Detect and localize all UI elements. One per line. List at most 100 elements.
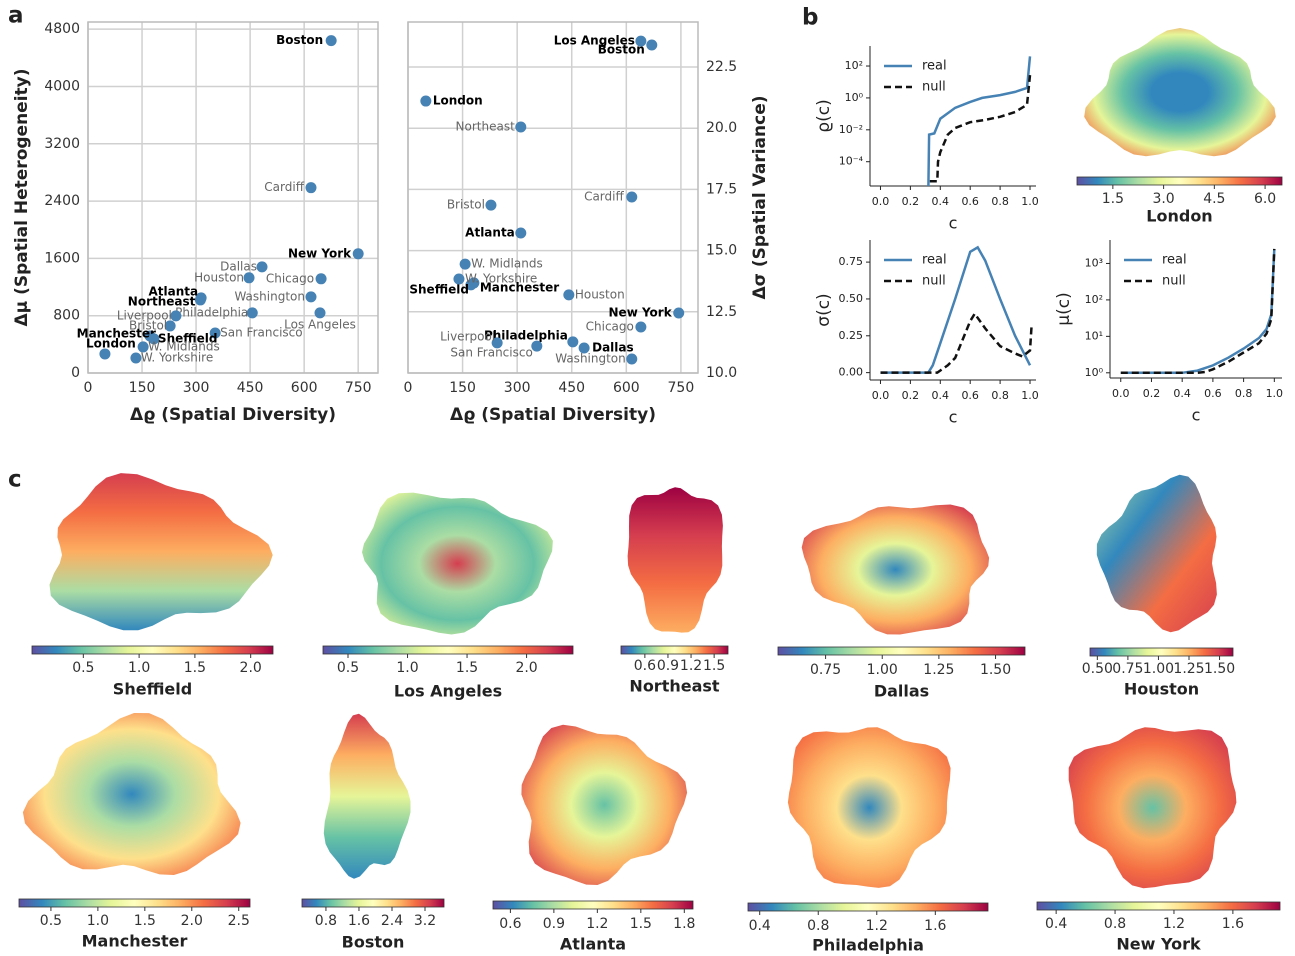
map-shape [22,713,241,875]
x-tick-label: 0.6 [961,389,979,402]
colorbar [31,645,274,655]
data-point [635,35,647,47]
colorbar-tick-label: 1.2 [866,918,888,934]
colorbar-tick-label: 1.2 [586,916,608,932]
legend-label: null [922,274,946,289]
x-tick-label: 1.0 [1021,389,1039,402]
colorbar-tick-label: 1.25 [923,662,954,678]
colorbar-tick-label: 1.25 [1173,661,1204,677]
data-point [164,320,176,332]
colorbar [1089,647,1234,657]
point-label: Los Angeles [284,317,356,331]
y-tick-label: 10.0 [706,365,737,381]
map-shape [627,487,723,633]
colorbar-tick-label: 1.0 [128,660,150,676]
x-tick-label: 0.4 [1173,387,1191,400]
colorbar [492,900,694,910]
point-label: Boston [598,43,645,57]
data-point [209,327,221,339]
legend-label: null [922,80,946,95]
x-tick-label: 600 [613,380,640,396]
colorbar-tick-label: 0.9 [543,916,565,932]
x-tick-label: 0.2 [902,195,920,208]
y-tick-label: 0.25 [839,329,864,342]
city-map: 1.5 3.0 4.5 6.0 London [1076,28,1283,226]
x-tick-label: 0.2 [902,389,920,402]
colorbar-tick-label: 0.6 [634,658,656,674]
point-label: San Francisco [450,346,532,360]
colorbar-tick-label: 2.0 [240,660,262,676]
point-label: Sheffield [409,282,469,296]
y-axis-label: Δσ (Spatial Variance) [750,96,770,300]
x-tick-label: 1.0 [1266,387,1284,400]
colorbar-tick-label: 0.75 [1112,661,1143,677]
point-label: Atlanta [148,284,198,298]
data-point [315,273,327,285]
city-map: 0.50 0.75 1.00 1.25 1.50 Houston [1082,474,1235,699]
line-chart: 0.0 0.2 0.4 0.6 0.8 1.0 0.00 0.25 0.50 0.75 real nu… [814,240,1039,427]
y-tick-label: 10⁻⁴ [839,155,864,168]
y-tick-label: 1600 [44,250,80,266]
city-map: 0.75 1.00 1.25 1.50 Dallas [777,504,1026,701]
y-tick-label: 0.50 [839,292,864,305]
point-label: Chicago [266,271,314,285]
colorbar [620,645,729,655]
data-point [646,39,658,51]
colorbar-tick-label: 0.5 [72,660,94,676]
y-tick-label: 20.0 [706,120,737,136]
x-tick-label: 0.0 [872,195,890,208]
line-chart: 0.0 0.2 0.4 0.6 0.8 1.0 10⁻⁴ 10⁻² 10⁰ 10² real null… [814,46,1039,233]
colorbar-tick-label: 1.50 [980,662,1011,678]
data-point [453,273,465,285]
data-point [194,294,206,306]
colorbar-tick-label: 6.0 [1254,191,1276,207]
data-point [325,35,337,47]
data-point [563,289,575,301]
series-line [927,56,1032,186]
point-label: London [433,94,483,108]
point-label: W. Midlands [148,339,220,353]
map-name: Los Angeles [394,682,502,701]
point-label: Manchester [77,326,156,340]
point-label: Northeast [128,294,196,308]
point-label: Chicago [586,319,634,333]
data-point [352,248,364,260]
point-label: New York [609,306,673,320]
data-point [420,95,432,107]
y-tick-label: 0.75 [839,255,864,268]
city-map: 0.5 1.0 1.5 2.0 Sheffield [31,473,274,699]
point-label: Los Angeles [554,34,635,48]
point-label: Washington [555,352,626,366]
map-shape [801,504,990,635]
map-shape [362,492,553,635]
map-name: Atlanta [560,935,626,954]
y-tick-label: 800 [53,308,80,324]
point-label: San Francisco [220,325,302,339]
data-point [305,291,317,303]
x-tick-label: 150 [129,380,156,396]
colorbar-tick-label: 1.5 [703,658,725,674]
x-tick-label: 0.4 [932,195,950,208]
x-tick-label: 0.6 [961,195,979,208]
city-map: 0.6 0.9 1.2 1.5 1.8 Atlanta [492,724,695,954]
y-axis-label: μ(c) [1054,292,1074,325]
y-tick-label: 10⁰ [845,91,864,104]
colorbar-tick-label: 0.6 [499,916,521,932]
point-label: Philadelphia [175,305,248,319]
x-tick-label: 450 [237,380,264,396]
point-label: Houston [575,287,625,301]
x-tick-label: 0.0 [872,389,890,402]
colorbar-tick-label: 1.00 [867,662,898,678]
city-map: 0.6 0.9 1.2 1.5 Northeast [620,487,729,696]
data-point [485,199,497,211]
colorbar-tick-label: 1.5 [184,660,206,676]
point-label: Philadelphia [484,328,568,342]
map-shape [1084,28,1276,157]
map-shape [323,713,411,879]
map-name: Northeast [629,677,719,696]
data-point [515,121,527,133]
y-tick-label: 4800 [44,21,80,37]
y-tick-label: 3200 [44,136,80,152]
map-name: Dallas [874,682,929,701]
